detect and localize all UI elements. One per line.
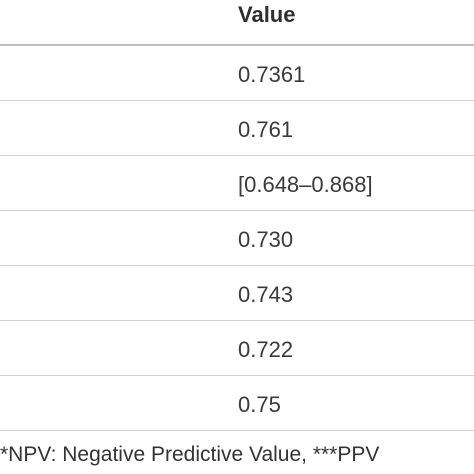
value-cell: 0.7361 bbox=[238, 62, 306, 87]
value-cell: 0.722 bbox=[238, 337, 294, 362]
value-column-header: Value bbox=[238, 2, 296, 27]
value-cell: [0.648–0.868] bbox=[238, 172, 373, 197]
table-row: 0.7361 bbox=[0, 46, 474, 101]
table-footnote: *NPV: Negative Predictive Value, ***PPV bbox=[0, 443, 380, 466]
table-row: [0.648–0.868] bbox=[0, 156, 474, 211]
table-row: 0.743 bbox=[0, 266, 474, 321]
table-row: 0.730 bbox=[0, 211, 474, 266]
table-row: 0.722 bbox=[0, 321, 474, 376]
table-header-row: Value bbox=[0, 0, 474, 46]
table-row: 0.75 bbox=[0, 376, 474, 431]
metrics-table: Value 0.7361 0.761 [0.648–0.868] 0.730 0… bbox=[0, 0, 474, 431]
value-cell: 0.761 bbox=[238, 117, 294, 142]
value-cell: 0.730 bbox=[238, 227, 294, 252]
value-cell: 0.743 bbox=[238, 282, 294, 307]
value-cell: 0.75 bbox=[238, 392, 281, 417]
table-row: 0.761 bbox=[0, 101, 474, 156]
